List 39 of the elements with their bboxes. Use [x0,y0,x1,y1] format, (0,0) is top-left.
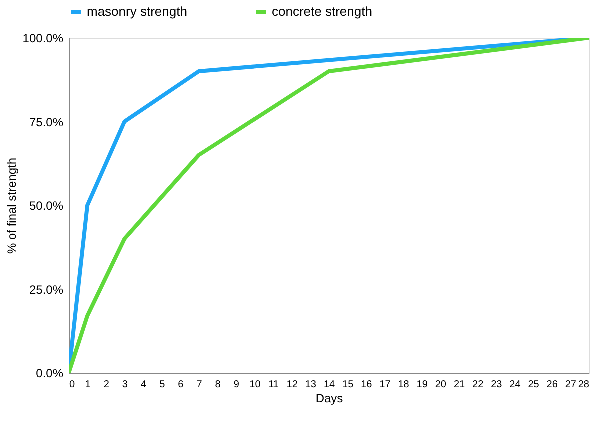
y-axis-title: % of final strength [4,158,19,254]
x-tick-label: 17 [380,380,392,390]
x-tick-label: 11 [268,380,280,390]
x-tick-label: 22 [472,380,484,390]
x-tick-label: 2 [104,380,110,390]
x-tick-label: 23 [491,380,503,390]
y-tick-label: 25.0% [29,282,64,297]
x-tick-label: 26 [546,380,558,390]
x-tick-label: 1 [85,380,92,390]
x-tick-label: 15 [342,380,354,390]
x-tick-label: 10 [250,380,262,390]
x-tick-label: 18 [398,380,410,390]
y-tick-label: 0.0% [36,366,64,380]
x-tick-label: 28 [578,380,590,390]
x-tick-label: 21 [454,380,466,390]
x-tick-label: 20 [435,380,447,390]
y-tick-label: 50.0% [29,199,64,213]
x-tick-label: 3 [122,380,128,390]
x-tick-label: 25 [528,380,540,390]
y-tick-label: 100.0% [22,32,64,46]
x-tick-label: 27 [565,380,577,390]
x-tick-label: 12 [286,380,298,390]
x-tick-label: 24 [510,380,522,390]
x-tick-label: 4 [141,380,148,390]
x-tick-label: 16 [361,380,373,390]
legend-label: masonry strength [87,4,188,19]
x-tick-label: 14 [324,380,336,390]
x-tick-label: 0 [70,380,76,390]
x-tick-label: 5 [160,380,166,390]
x-axis-title: Days [316,392,344,406]
x-tick-label: 9 [234,380,240,390]
legend-label: concrete strength [272,4,372,19]
x-tick-label: 7 [196,380,203,390]
x-tick-label: 6 [178,380,184,390]
x-tick-label: 8 [215,380,222,390]
line-series [69,38,589,373]
y-tick-label: 75.0% [29,115,64,130]
x-tick-label: 13 [305,380,317,390]
x-tick-label: 19 [416,380,428,390]
